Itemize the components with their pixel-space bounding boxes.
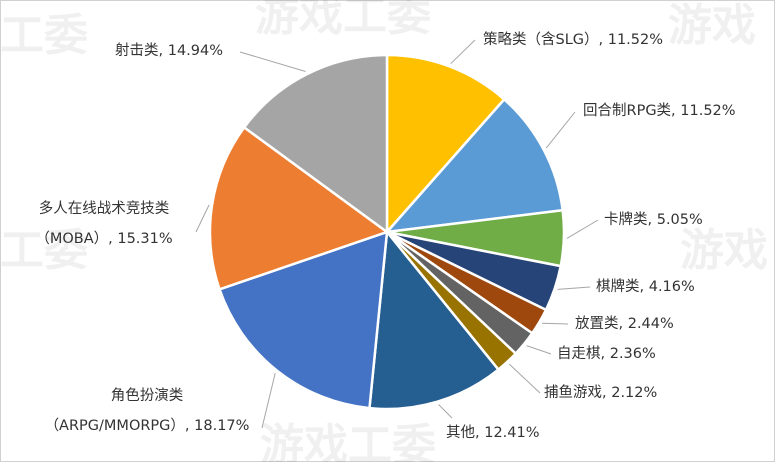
watermark-text: 工委 (0, 10, 88, 61)
leader-line (545, 111, 576, 149)
pie-slices (208, 53, 566, 411)
leader-line (261, 372, 276, 429)
slice-label-strategy: 策略类（含SLG）, 11.52% (483, 31, 663, 48)
pie-slice (208, 126, 389, 291)
watermark-text: 游戏工委 (260, 420, 436, 462)
data-labels: 策略类（含SLG）, 11.52% 回合制RPG类, 11.52% 卡牌类, 5… (35, 31, 735, 441)
slice-label-rpg-line2: （ARPG/MMORPG）, 18.17% (45, 417, 250, 434)
slice-label-turn-based-rpg: 回合制RPG类, 11.52% (583, 102, 736, 119)
pie-slice (385, 53, 506, 234)
leader-line (566, 219, 599, 239)
leader-line (239, 51, 306, 72)
watermark-text: 游戏 (680, 225, 768, 276)
leader-line (438, 404, 453, 419)
pie-slice (368, 230, 500, 411)
leader-line (542, 322, 569, 325)
leader-line (526, 345, 552, 355)
slice-label-board: 棋牌类, 4.16% (596, 278, 695, 295)
leader-lines (195, 39, 599, 429)
pie-slice (385, 98, 564, 234)
slice-label-other: 其他, 12.41% (446, 424, 540, 441)
slice-label-card: 卡牌类, 5.05% (604, 211, 703, 228)
slice-label-idle: 放置类, 2.44% (575, 315, 674, 332)
watermark-text: 游戏 (668, 0, 756, 51)
leader-line (508, 363, 541, 394)
watermark-text: 游戏工委 (255, 0, 431, 41)
slice-label-moba-line2: （MOBA）, 15.31% (35, 230, 172, 247)
leader-line (557, 286, 591, 290)
slice-label-fishing: 捕鱼游戏, 2.12% (544, 383, 657, 401)
slice-label-auto-chess: 自走棋, 2.36% (557, 345, 656, 362)
watermark-text: 工委 (0, 225, 88, 276)
slice-label-shooter: 射击类, 14.94% (115, 42, 223, 59)
slice-label-rpg-line1: 角色扮演类 (111, 387, 184, 404)
leader-line (450, 39, 476, 65)
leader-line (195, 204, 210, 233)
pie-slice (242, 53, 389, 234)
slice-label-moba-line1: 多人在线战术竞技类 (39, 199, 170, 217)
